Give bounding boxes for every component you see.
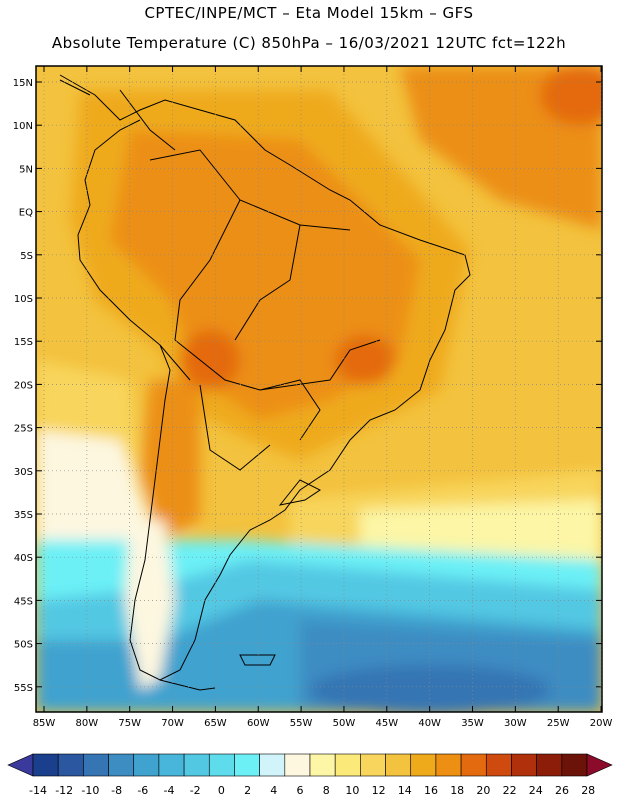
colorbar-label: 6 bbox=[297, 784, 304, 797]
colorbar-label: 12 bbox=[372, 784, 386, 797]
map-frame bbox=[35, 65, 603, 713]
colorbar-label: -6 bbox=[137, 784, 148, 797]
colorbar-swatch bbox=[360, 753, 386, 777]
colorbar-label: 20 bbox=[476, 784, 490, 797]
colorbar-labels: -14 -12 -10 -8 -6 -4 -2 0 2 4 6 8 10 12 14 16 18 20 22 24 26… bbox=[29, 784, 595, 797]
colorbar-swatch bbox=[385, 753, 412, 777]
colorbar-label: -14 bbox=[29, 784, 47, 797]
lat-label: 5S bbox=[20, 251, 33, 262]
colorbar-swatch bbox=[511, 753, 537, 777]
colorbar-label: -12 bbox=[55, 784, 73, 797]
lat-label: 45S bbox=[14, 596, 33, 607]
colorbar-swatch bbox=[158, 753, 185, 777]
colorbar-swatch bbox=[83, 753, 109, 777]
colorbar-swatch bbox=[259, 753, 286, 777]
lon-label: 75W bbox=[118, 718, 141, 729]
colorbar-label: 14 bbox=[398, 784, 412, 797]
lon-label: 25W bbox=[547, 718, 570, 729]
lat-label: 10S bbox=[14, 294, 33, 305]
lon-label: 35W bbox=[461, 718, 484, 729]
lat-label: 10N bbox=[13, 121, 33, 132]
lat-label: 30S bbox=[14, 467, 33, 478]
lon-label: 85W bbox=[33, 718, 56, 729]
colorbar-swatch bbox=[410, 753, 437, 777]
lat-label: 50S bbox=[14, 640, 33, 651]
colorbar-max-arrow bbox=[586, 753, 613, 777]
lat-label: 55S bbox=[14, 683, 33, 694]
colorbar-label: 22 bbox=[503, 784, 517, 797]
lon-label: 45W bbox=[375, 718, 398, 729]
colorbar-label: 28 bbox=[581, 784, 595, 797]
latitude-labels: 15N 10N 5N EQ 5S 10S 15S 20S 25S 30S 35S 40S 45S 50S 5… bbox=[13, 78, 33, 694]
lat-label: 35S bbox=[14, 510, 33, 521]
graticule bbox=[36, 66, 602, 712]
lat-label: 20S bbox=[14, 380, 33, 391]
lon-label: 65W bbox=[204, 718, 227, 729]
temperature-field bbox=[36, 66, 602, 712]
longitude-labels: 85W 80W 75W 70W 65W 60W 55W 50W 45W 40W 35W 30W 25W 2… bbox=[33, 718, 613, 729]
lat-label: 40S bbox=[14, 553, 33, 564]
chart-title: CPTEC/INPE/MCT – Eta Model 15km – GFS bbox=[144, 4, 474, 22]
lat-label: 5N bbox=[19, 164, 33, 175]
lon-label: 20W bbox=[590, 718, 613, 729]
lat-label: EQ bbox=[19, 208, 33, 219]
colorbar-swatch bbox=[183, 753, 210, 777]
colorbar-swatch bbox=[485, 753, 512, 777]
colorbar-swatch bbox=[133, 753, 160, 777]
colorbar-swatch bbox=[561, 753, 588, 777]
lon-label: 40W bbox=[418, 718, 441, 729]
lon-label: 80W bbox=[76, 718, 99, 729]
colorbar-min-arrow bbox=[7, 753, 34, 777]
colorbar-label: 26 bbox=[555, 784, 569, 797]
lat-label: 25S bbox=[14, 424, 33, 435]
colorbar-label: 8 bbox=[323, 784, 330, 797]
colorbar-label: 4 bbox=[270, 784, 277, 797]
lon-label: 50W bbox=[333, 718, 356, 729]
lat-label: 15N bbox=[13, 78, 33, 89]
colorbar-swatch bbox=[32, 753, 59, 777]
lon-label: 70W bbox=[161, 718, 184, 729]
colorbar-swatch bbox=[435, 753, 462, 777]
colorbar-label: 0 bbox=[218, 784, 225, 797]
lon-label: 55W bbox=[290, 718, 313, 729]
colorbar-label: -4 bbox=[164, 784, 175, 797]
colorbar bbox=[7, 753, 613, 777]
coastline bbox=[59, 74, 471, 691]
colorbar-swatch bbox=[460, 753, 487, 777]
colorbar-swatch bbox=[57, 753, 84, 777]
colorbar-swatch bbox=[208, 753, 235, 777]
lon-label: 60W bbox=[247, 718, 270, 729]
colorbar-swatch bbox=[108, 753, 135, 777]
colorbar-swatch bbox=[536, 753, 563, 777]
lat-label: 15S bbox=[14, 337, 33, 348]
lon-label: 30W bbox=[504, 718, 527, 729]
colorbar-label: 18 bbox=[450, 784, 464, 797]
colorbar-label: 10 bbox=[345, 784, 359, 797]
colorbar-swatch bbox=[334, 753, 361, 777]
chart-subtitle: Absolute Temperature (C) 850hPa – 16/03/… bbox=[51, 34, 567, 52]
colorbar-label: 2 bbox=[244, 784, 251, 797]
colorbar-label: -10 bbox=[81, 784, 99, 797]
colorbar-swatch bbox=[284, 753, 311, 777]
colorbar-label: 24 bbox=[529, 784, 543, 797]
colorbar-label: -8 bbox=[111, 784, 122, 797]
colorbar-label: -2 bbox=[190, 784, 201, 797]
colorbar-swatch bbox=[234, 753, 260, 777]
colorbar-swatch bbox=[309, 753, 336, 777]
colorbar-label: 16 bbox=[424, 784, 438, 797]
